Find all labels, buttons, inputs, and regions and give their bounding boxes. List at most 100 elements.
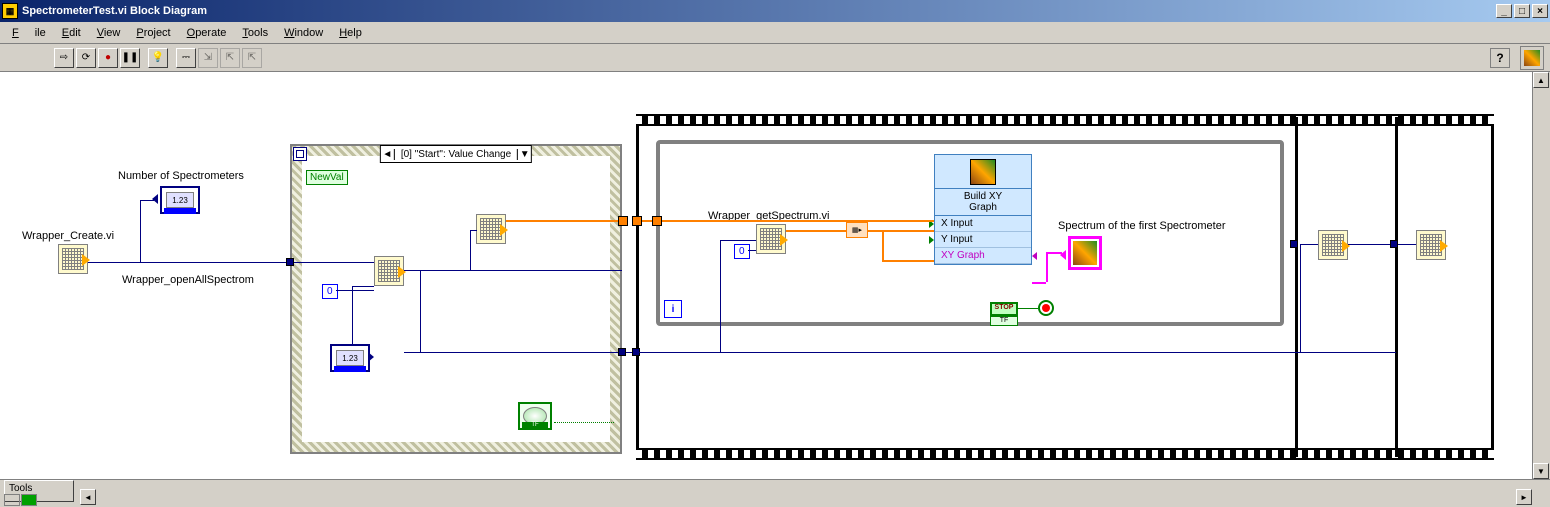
- event-structure[interactable]: ◄ [0] "Start": Value Change ▼ NewVal: [290, 144, 622, 454]
- vi-triangle-icon: [1342, 240, 1350, 252]
- menu-help[interactable]: Help: [331, 25, 370, 41]
- wire-refnum: [720, 240, 756, 241]
- run-button[interactable]: ⇨: [54, 48, 74, 68]
- menu-file[interactable]: File: [4, 25, 54, 41]
- step-out-button[interactable]: ⇱: [242, 48, 262, 68]
- array-to-cluster-icon[interactable]: ▦▸: [846, 222, 868, 238]
- event-next-button[interactable]: ▼: [517, 149, 531, 160]
- wire-refnum: [404, 352, 636, 353]
- express-header: [935, 155, 1031, 189]
- pause-button[interactable]: ❚❚: [120, 48, 140, 68]
- indicator-xy-graph[interactable]: [1068, 236, 1102, 270]
- event-dynamic-terminal[interactable]: [293, 147, 307, 161]
- express-title: Build XY Graph: [935, 189, 1031, 216]
- indicator-value: 1.23: [166, 192, 194, 208]
- wire-refnum: [470, 230, 477, 231]
- block-diagram-canvas[interactable]: Number of Spectrometers Wrapper_Create.v…: [0, 72, 1532, 479]
- stop-bool-label: TF: [990, 316, 1018, 326]
- tunnel-dbl-array: [652, 216, 662, 226]
- event-data-newval[interactable]: NewVal: [306, 170, 348, 185]
- wire-refnum: [720, 240, 721, 352]
- event-case-label: [0] "Start": Value Change: [395, 149, 517, 160]
- sequence-film-icon: [636, 114, 1494, 126]
- wire-int: [336, 290, 374, 291]
- express-x-label: X Input: [941, 218, 973, 229]
- while-iteration-terminal[interactable]: i: [664, 300, 682, 318]
- vi-triangle-icon: [1440, 240, 1448, 252]
- tool-auto[interactable]: [4, 494, 20, 506]
- step-over-button[interactable]: ⇱: [220, 48, 240, 68]
- wire-int: [140, 200, 154, 201]
- indicator-type-icon: [164, 208, 196, 214]
- run-continuous-button[interactable]: ⟳: [76, 48, 96, 68]
- tunnel-refnum: [618, 348, 626, 356]
- scroll-up-button[interactable]: ▲: [1533, 72, 1549, 88]
- menu-tools[interactable]: Tools: [234, 25, 276, 41]
- wire-int: [352, 286, 374, 287]
- express-output-xy[interactable]: XY Graph: [935, 248, 1031, 264]
- menu-operate[interactable]: Operate: [179, 25, 235, 41]
- wire-cluster: [1046, 252, 1048, 282]
- menu-view[interactable]: View: [89, 25, 129, 41]
- wire-bool-dotted: [554, 422, 614, 423]
- scroll-corner: [1534, 489, 1550, 505]
- express-input-y[interactable]: Y Input: [935, 232, 1031, 248]
- event-prev-button[interactable]: ◄: [381, 149, 395, 160]
- wire-refnum: [88, 262, 288, 263]
- wire-dbl-array: [882, 260, 934, 262]
- wire-refnum: [1300, 244, 1318, 245]
- wire-refnum: [420, 270, 421, 352]
- menubar: File Edit View Project Operate Tools Win…: [0, 22, 1550, 44]
- menu-project[interactable]: Project: [128, 25, 178, 41]
- wire-cluster: [1032, 282, 1046, 284]
- wire-refnum: [294, 262, 374, 263]
- horizontal-scrollbar[interactable]: ◄ ►: [80, 489, 1550, 505]
- control-value: 1.23: [336, 350, 364, 366]
- wire-refnum: [1300, 244, 1301, 352]
- menu-edit[interactable]: Edit: [54, 25, 89, 41]
- sequence-divider: [1295, 117, 1298, 457]
- indicator-num-spectrometers[interactable]: 1.23: [160, 186, 200, 214]
- abort-button[interactable]: ●: [98, 48, 118, 68]
- scroll-right-button[interactable]: ►: [1516, 489, 1532, 505]
- event-structure-frame: [302, 156, 610, 442]
- step-into-button[interactable]: ⇲: [198, 48, 218, 68]
- wire-refnum: [1398, 244, 1416, 245]
- wire-cluster: [1046, 252, 1062, 254]
- constant-zero-spectrum[interactable]: 0: [734, 244, 750, 259]
- control-arrow-icon: [368, 352, 374, 362]
- control-type-icon: [334, 366, 366, 372]
- retain-wire-button[interactable]: ⎓: [176, 48, 196, 68]
- close-button[interactable]: ×: [1532, 4, 1548, 18]
- wire-dbl-array: [506, 220, 622, 222]
- highlight-button[interactable]: 💡: [148, 48, 168, 68]
- constant-zero-channel[interactable]: 0: [322, 284, 338, 299]
- while-stop-condition[interactable]: [1038, 300, 1054, 316]
- titlebar: ▦ SpectrometerTest.vi Block Diagram _ □ …: [0, 0, 1550, 22]
- label-wrapper-create: Wrapper_Create.vi: [22, 230, 114, 242]
- minimize-button[interactable]: _: [1496, 4, 1512, 18]
- wire-int: [140, 200, 141, 262]
- tools-palette-title: Tools: [9, 483, 32, 494]
- toolbar: ⇨ ⟳ ● ❚❚ 💡 ⎓ ⇲ ⇱ ⇱ ?: [0, 44, 1550, 72]
- vertical-scrollbar[interactable]: ▲ ▼: [1532, 72, 1550, 479]
- wire-dbl-array: [642, 220, 934, 222]
- wire-refnum: [636, 352, 1396, 353]
- wire-int: [352, 286, 353, 344]
- control-integration-time[interactable]: 1.23: [330, 344, 370, 372]
- express-build-xy-graph[interactable]: Build XY Graph X Input Y Input XY Graph: [934, 154, 1032, 265]
- input-arrow-icon: [929, 236, 934, 244]
- scroll-left-button[interactable]: ◄: [80, 489, 96, 505]
- event-case-selector[interactable]: ◄ [0] "Start": Value Change ▼: [380, 145, 532, 163]
- scroll-down-button[interactable]: ▼: [1533, 463, 1549, 479]
- control-start-button[interactable]: TF: [518, 402, 552, 430]
- context-help-button[interactable]: ?: [1490, 48, 1510, 68]
- tool-operate[interactable]: [21, 494, 37, 506]
- stop-button-label[interactable]: STOP: [990, 302, 1018, 316]
- vi-icon[interactable]: [1520, 46, 1544, 70]
- menu-window[interactable]: Window: [276, 25, 331, 41]
- vi-triangle-icon: [82, 254, 90, 266]
- tunnel-refnum: [1290, 240, 1298, 248]
- express-input-x[interactable]: X Input: [935, 216, 1031, 232]
- maximize-button[interactable]: □: [1514, 4, 1530, 18]
